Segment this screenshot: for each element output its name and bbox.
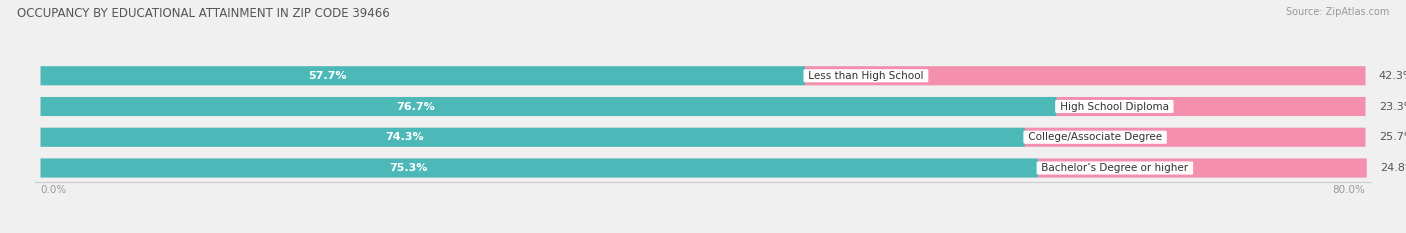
- FancyBboxPatch shape: [41, 97, 1057, 116]
- Text: High School Diploma: High School Diploma: [1057, 102, 1173, 112]
- Text: 23.3%: 23.3%: [1379, 102, 1406, 112]
- Text: 80.0%: 80.0%: [1333, 185, 1365, 195]
- FancyBboxPatch shape: [41, 97, 1365, 116]
- Text: Less than High School: Less than High School: [806, 71, 927, 81]
- FancyBboxPatch shape: [41, 158, 1038, 178]
- Text: 0.0%: 0.0%: [41, 185, 67, 195]
- FancyBboxPatch shape: [41, 128, 1025, 147]
- FancyBboxPatch shape: [1038, 158, 1367, 178]
- FancyBboxPatch shape: [41, 66, 1365, 85]
- Text: 57.7%: 57.7%: [308, 71, 347, 81]
- Text: College/Associate Degree: College/Associate Degree: [1025, 132, 1166, 142]
- Text: 74.3%: 74.3%: [385, 132, 423, 142]
- Text: 76.7%: 76.7%: [396, 102, 434, 112]
- FancyBboxPatch shape: [1025, 128, 1365, 147]
- Text: 24.8%: 24.8%: [1381, 163, 1406, 173]
- FancyBboxPatch shape: [41, 66, 806, 85]
- FancyBboxPatch shape: [41, 128, 1365, 147]
- FancyBboxPatch shape: [41, 158, 1365, 178]
- Text: Source: ZipAtlas.com: Source: ZipAtlas.com: [1285, 7, 1389, 17]
- Text: OCCUPANCY BY EDUCATIONAL ATTAINMENT IN ZIP CODE 39466: OCCUPANCY BY EDUCATIONAL ATTAINMENT IN Z…: [17, 7, 389, 20]
- Text: 75.3%: 75.3%: [389, 163, 427, 173]
- Text: 42.3%: 42.3%: [1379, 71, 1406, 81]
- FancyBboxPatch shape: [1057, 97, 1365, 116]
- FancyBboxPatch shape: [806, 66, 1365, 85]
- Text: 25.7%: 25.7%: [1379, 132, 1406, 142]
- Text: Bachelor’s Degree or higher: Bachelor’s Degree or higher: [1038, 163, 1191, 173]
